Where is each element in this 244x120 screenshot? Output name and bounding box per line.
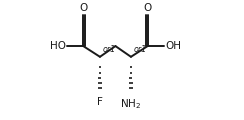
Text: NH$_2$: NH$_2$: [120, 97, 142, 111]
Text: O: O: [143, 3, 152, 13]
Text: OH: OH: [165, 41, 181, 51]
Text: HO: HO: [50, 41, 66, 51]
Text: O: O: [79, 3, 87, 13]
Text: F: F: [97, 97, 103, 107]
Text: or1: or1: [102, 45, 116, 54]
Text: or1: or1: [133, 45, 147, 54]
